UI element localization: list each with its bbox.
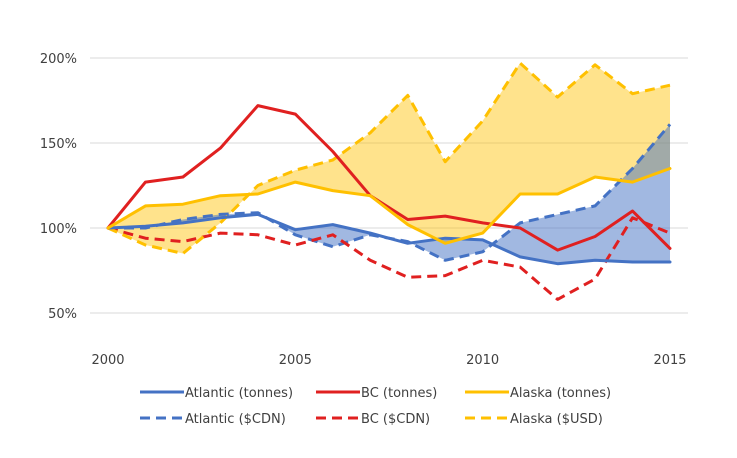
legend-item-bc-cdn: BC ($CDN) xyxy=(316,412,430,427)
shaded-area-atlantic-tonnes xyxy=(108,124,670,264)
series-line-bc-tonnes xyxy=(106,104,672,252)
y-tick-label: 200% xyxy=(40,52,77,67)
shaded-areas xyxy=(108,63,670,264)
series-line-atlantic-tonnes xyxy=(106,212,672,266)
legend-label: Atlantic ($CDN) xyxy=(185,412,286,427)
x-tick-label: 2005 xyxy=(279,353,312,368)
legend-label: Alaska ($USD) xyxy=(510,412,603,427)
legend-item-atlantic-cdn: Atlantic ($CDN) xyxy=(140,412,286,427)
series-line-alaska-tonnes xyxy=(106,167,672,245)
legend: Atlantic (tonnes) BC (tonnes) Alaska (tonn… xyxy=(140,386,611,427)
y-tick-label: 150% xyxy=(40,137,77,152)
shaded-area-alaska-tonnes xyxy=(108,63,670,254)
legend-item-alaska-usd: Alaska ($USD) xyxy=(465,412,603,427)
legend-item-bc-tonnes: BC (tonnes) xyxy=(316,386,437,401)
series-line-bc-cdn xyxy=(107,216,671,301)
legend-item-alaska-tonnes: Alaska (tonnes) xyxy=(465,386,611,401)
x-axis-ticks: 2000 2005 2010 2015 xyxy=(91,353,686,368)
x-tick-label: 2010 xyxy=(466,353,499,368)
legend-label: Alaska (tonnes) xyxy=(510,386,611,401)
legend-label: BC ($CDN) xyxy=(361,412,430,427)
y-tick-label: 100% xyxy=(40,222,77,237)
legend-label: BC (tonnes) xyxy=(361,386,437,401)
series-lines xyxy=(106,61,672,301)
series-line-alaska-usd xyxy=(107,61,671,255)
legend-label: Atlantic (tonnes) xyxy=(185,386,293,401)
x-tick-label: 2000 xyxy=(91,353,124,368)
y-axis-ticks: 50% 100% 150% 200% xyxy=(40,52,77,322)
x-tick-label: 2015 xyxy=(653,353,686,368)
y-tick-label: 50% xyxy=(48,307,77,322)
legend-item-atlantic-tonnes: Atlantic (tonnes) xyxy=(140,386,293,401)
